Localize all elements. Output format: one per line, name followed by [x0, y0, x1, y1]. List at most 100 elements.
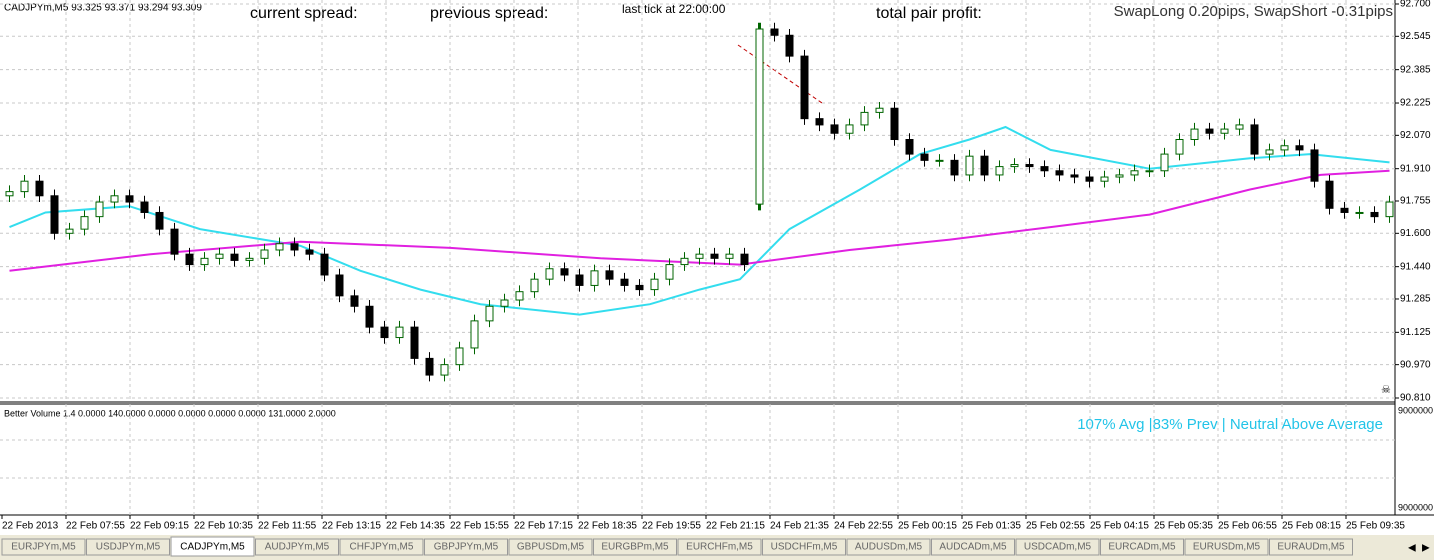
y-tick-label: 91.600 — [1400, 228, 1431, 239]
moving-average — [9, 169, 1390, 272]
candle-body — [1160, 153, 1169, 172]
tab-label[interactable]: USDCADm,M5 — [1024, 542, 1092, 553]
candle-body — [1295, 145, 1304, 151]
tab-label[interactable]: GBPJPYm,M5 — [434, 542, 499, 553]
candle-body — [1280, 145, 1289, 151]
candle-body — [1085, 176, 1094, 182]
tab[interactable] — [1269, 538, 1353, 556]
candle-body — [695, 253, 704, 259]
y-tick-label: 92.225 — [1400, 98, 1431, 109]
tab-label[interactable]: AUDJPYm,M5 — [265, 542, 330, 553]
candle-body — [395, 326, 404, 339]
tab[interactable] — [1184, 538, 1269, 556]
tab-label[interactable]: GBPUSDm,M5 — [517, 542, 585, 553]
x-tick-label: 24 Feb 21:35 — [770, 521, 829, 532]
last-tick: last tick at 22:00:00 — [622, 2, 726, 16]
tab-label[interactable]: AUDUSDm,M5 — [855, 542, 923, 553]
tab[interactable] — [255, 538, 339, 556]
candle-body — [440, 364, 449, 376]
tab-label[interactable]: CHFJPYm,M5 — [350, 542, 414, 553]
tab[interactable] — [339, 538, 424, 556]
candle-body — [35, 180, 44, 197]
y-tick-label: 90.970 — [1400, 359, 1431, 370]
candle-body — [650, 278, 659, 291]
tab-label[interactable]: EURCADm,M5 — [1108, 542, 1176, 553]
tab-label[interactable]: USDCHFm,M5 — [771, 542, 838, 553]
scroll-right[interactable]: ▶ — [1422, 543, 1430, 554]
candle-body — [95, 201, 104, 218]
candle-body — [530, 278, 539, 293]
candle-body — [545, 268, 554, 280]
indicator-title: Better Volume 1.4 0.0000 140.0000 0.0000… — [4, 408, 336, 418]
tab[interactable] — [86, 538, 170, 556]
candle-body — [1190, 128, 1199, 141]
candle-body — [350, 295, 359, 307]
candle-body — [740, 253, 749, 266]
candle-body — [965, 155, 974, 176]
candle-body — [80, 216, 89, 230]
candle-body — [905, 139, 914, 155]
candle-body — [1250, 124, 1259, 155]
candle-body — [200, 257, 209, 266]
y-tick-label: 92.545 — [1400, 31, 1431, 42]
x-tick-label: 22 Feb 09:15 — [130, 521, 189, 532]
candle-body — [50, 195, 59, 234]
candle-body — [620, 278, 629, 286]
x-tick-label: 25 Feb 06:55 — [1218, 521, 1277, 532]
candle-body — [605, 270, 614, 280]
x-tick-label: 22 Feb 19:55 — [642, 521, 701, 532]
tab[interactable] — [424, 538, 508, 556]
tab-label[interactable]: EURCHFm,M5 — [686, 542, 753, 553]
candle-body — [560, 268, 569, 276]
y-tick-label: 91.910 — [1400, 163, 1431, 174]
previous-spread: previous spread: — [430, 5, 548, 22]
tab[interactable] — [1, 538, 86, 556]
candle-body — [1370, 211, 1379, 218]
tab-label[interactable]: EURJPYm,M5 — [11, 542, 76, 553]
candle-body — [1235, 124, 1244, 130]
candle-body — [725, 253, 734, 259]
tab[interactable] — [762, 538, 846, 556]
candle-body — [635, 284, 644, 291]
tab-label[interactable]: CADJPYm,M5 — [180, 542, 245, 553]
y-tick-label: 92.070 — [1400, 130, 1431, 141]
candle-body — [320, 253, 329, 276]
tab[interactable] — [593, 538, 677, 556]
candle-body — [290, 243, 299, 251]
x-tick-label: 25 Feb 09:35 — [1346, 521, 1405, 532]
candle-body — [1010, 164, 1019, 168]
candle-body — [1145, 170, 1154, 173]
x-tick-label: 22 Feb 2013 — [2, 521, 59, 532]
tab-label[interactable]: USDJPYm,M5 — [96, 542, 161, 553]
candle-body — [1130, 170, 1139, 176]
tab-label[interactable]: EURAUDm,M5 — [1277, 542, 1345, 553]
tab[interactable] — [677, 538, 762, 556]
tab-label[interactable]: EURGBPm,M5 — [601, 542, 669, 553]
tab[interactable] — [1015, 538, 1100, 556]
candle-body — [455, 347, 464, 366]
candle-body — [155, 211, 164, 230]
tab[interactable] — [1100, 538, 1184, 556]
candle-body — [515, 291, 524, 301]
x-tick-label: 22 Feb 07:55 — [66, 521, 125, 532]
tab[interactable] — [846, 538, 931, 556]
candle-body — [260, 249, 269, 259]
y-tick-label: 91.285 — [1400, 294, 1431, 305]
scroll-left[interactable]: ◀ — [1408, 543, 1416, 554]
candle-body — [1385, 201, 1394, 218]
candle-body — [1175, 139, 1184, 155]
tab[interactable] — [170, 536, 255, 557]
candle-body — [1070, 174, 1079, 178]
tab[interactable] — [508, 538, 593, 556]
candle-body — [845, 124, 854, 134]
y-tick-label: 92.385 — [1400, 64, 1431, 75]
tab-label[interactable]: EURUSDm,M5 — [1193, 542, 1261, 553]
tab-label[interactable]: AUDCADm,M5 — [939, 542, 1007, 553]
candle-body — [1265, 149, 1274, 155]
x-tick-label: 22 Feb 14:35 — [386, 521, 445, 532]
candle-body — [800, 55, 809, 120]
tab[interactable] — [931, 538, 1015, 556]
candle-body — [1220, 128, 1229, 134]
x-tick-label: 22 Feb 17:15 — [514, 521, 573, 532]
